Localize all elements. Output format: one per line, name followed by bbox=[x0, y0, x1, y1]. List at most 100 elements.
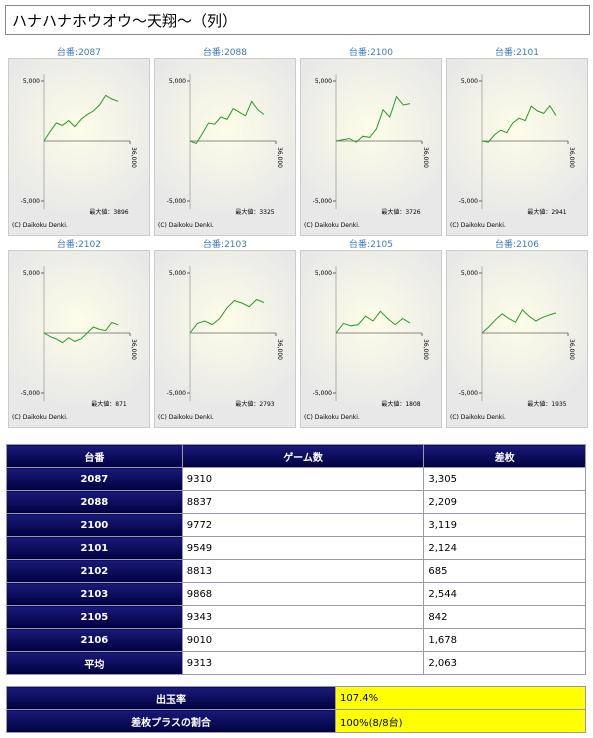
cell: 9549 bbox=[181, 536, 425, 560]
cell: 2,544 bbox=[423, 582, 586, 606]
chart-label: 台番:2100 bbox=[349, 48, 393, 58]
chart-panel: 5,000 -5,000 36,000 最大値：1808 (C) Daikoku Den… bbox=[300, 250, 442, 428]
chart-label: 台番:2102 bbox=[57, 240, 101, 250]
column-header: 差枚 bbox=[423, 444, 586, 468]
cell: 2105 bbox=[6, 605, 183, 629]
x-tick-label: 36,000 bbox=[130, 339, 137, 360]
table-row: 平均 9313 2,063 bbox=[6, 651, 586, 675]
column-header: ゲーム数 bbox=[181, 444, 425, 468]
copyright: (C) Daikoku Denki. bbox=[158, 414, 214, 421]
cell: 9772 bbox=[181, 513, 425, 537]
x-tick-label: 36,000 bbox=[276, 147, 283, 168]
copyright: (C) Daikoku Denki. bbox=[158, 222, 214, 229]
cell: 842 bbox=[423, 605, 586, 629]
chart-panel: 5,000 -5,000 36,000 最大値：2793 (C) Daikoku Den… bbox=[154, 250, 296, 428]
y-tick-label: 5,000 bbox=[169, 270, 186, 277]
cell: 2088 bbox=[6, 490, 183, 514]
y-tick-label: 5,000 bbox=[315, 270, 332, 277]
max-label: 最大値：3726 bbox=[381, 208, 420, 216]
data-line bbox=[481, 308, 557, 334]
cell: 2087 bbox=[6, 467, 183, 491]
y-tick-label: 5,000 bbox=[23, 270, 40, 277]
y-tick-label: -5,000 bbox=[313, 198, 333, 205]
data-line bbox=[335, 310, 411, 334]
max-label: 最大値：3325 bbox=[235, 208, 274, 216]
data-line bbox=[335, 95, 411, 143]
y-tick-label: 5,000 bbox=[169, 78, 186, 85]
max-label: 最大値：1808 bbox=[381, 400, 420, 408]
cell: 2106 bbox=[6, 628, 183, 652]
y-tick-label: -5,000 bbox=[459, 390, 479, 397]
y-tick-label: 5,000 bbox=[461, 78, 478, 85]
chart-panel: 5,000 -5,000 36,000 最大値：3896 (C) Daikoku Den… bbox=[8, 58, 150, 236]
table-row: 2100 9772 3,119 bbox=[6, 513, 586, 537]
chart-label: 台番:2103 bbox=[203, 240, 247, 250]
cell: 2103 bbox=[6, 582, 183, 606]
y-tick-label: -5,000 bbox=[21, 198, 41, 205]
summary-table: 出玉率 107.4% 差枚プラスの割合 100%(8/8台) bbox=[6, 686, 586, 733]
y-tick-label: 5,000 bbox=[461, 270, 478, 277]
table-row: 2102 8813 685 bbox=[6, 559, 586, 583]
cell: 平均 bbox=[6, 651, 183, 675]
cell: 685 bbox=[423, 559, 586, 583]
chart-label: 台番:2105 bbox=[349, 240, 393, 250]
x-tick-label: 36,000 bbox=[130, 147, 137, 168]
x-tick-label: 36,000 bbox=[422, 339, 429, 360]
x-tick-label: 36,000 bbox=[422, 147, 429, 168]
table-row: 2105 9343 842 bbox=[6, 605, 586, 629]
x-tick-label: 36,000 bbox=[568, 339, 575, 360]
x-tick-label: 36,000 bbox=[568, 147, 575, 168]
max-label: 最大値：1935 bbox=[527, 400, 566, 408]
chart-panel: 5,000 -5,000 36,000 最大値：871 (C) Daikoku Denk… bbox=[8, 250, 150, 428]
max-label: 最大値：871 bbox=[91, 400, 127, 408]
cell: 9343 bbox=[181, 605, 425, 629]
cell: 2,209 bbox=[423, 490, 586, 514]
chart-panel: 5,000 -5,000 36,000 最大値：1935 (C) Daikoku Den… bbox=[446, 250, 588, 428]
cell: 8813 bbox=[181, 559, 425, 583]
chart-panel: 5,000 -5,000 36,000 最大値：2941 (C) Daikoku Den… bbox=[446, 58, 588, 236]
chart-label: 台番:2101 bbox=[495, 48, 539, 58]
table-row: 2103 9868 2,544 bbox=[6, 582, 586, 606]
summary-row: 出玉率 107.4% bbox=[6, 686, 586, 710]
data-table: 台番 ゲーム数 差枚 2087 9310 3,305 2088 8837 2,209 2100 97… bbox=[6, 444, 586, 675]
copyright: (C) Daikoku Denki. bbox=[12, 222, 68, 229]
cell: 8837 bbox=[181, 490, 425, 514]
cell: 2102 bbox=[6, 559, 183, 583]
copyright: (C) Daikoku Denki. bbox=[450, 222, 506, 229]
cell: 2101 bbox=[6, 536, 183, 560]
y-tick-label: -5,000 bbox=[167, 390, 187, 397]
cell: 9868 bbox=[181, 582, 425, 606]
max-label: 最大値：2941 bbox=[527, 208, 566, 216]
data-line bbox=[189, 298, 265, 334]
cell: 9313 bbox=[181, 651, 425, 675]
column-header: 台番 bbox=[6, 444, 183, 468]
table-row: 2106 9010 1,678 bbox=[6, 628, 586, 652]
cell: 3,119 bbox=[423, 513, 586, 537]
data-line bbox=[43, 94, 119, 142]
chart-label: 台番:2087 bbox=[57, 48, 101, 58]
cell: 107.4% bbox=[335, 686, 586, 710]
chart-label: 台番:2106 bbox=[495, 240, 539, 250]
cell: 9310 bbox=[181, 467, 425, 491]
y-tick-label: -5,000 bbox=[459, 198, 479, 205]
y-tick-label: 5,000 bbox=[23, 78, 40, 85]
x-tick-label: 36,000 bbox=[276, 339, 283, 360]
cell: 出玉率 bbox=[6, 686, 336, 710]
chart-panel: 5,000 -5,000 36,000 最大値：3325 (C) Daikoku Den… bbox=[154, 58, 296, 236]
cell: 9010 bbox=[181, 628, 425, 652]
cell: 2,063 bbox=[423, 651, 586, 675]
data-line bbox=[189, 100, 265, 145]
y-tick-label: -5,000 bbox=[21, 390, 41, 397]
table-row: 2101 9549 2,124 bbox=[6, 536, 586, 560]
summary-row: 差枚プラスの割合 100%(8/8台) bbox=[6, 709, 586, 733]
page-title: ハナハナホウオウ〜天翔〜（列） bbox=[5, 5, 590, 35]
copyright: (C) Daikoku Denki. bbox=[304, 414, 360, 421]
header-row: 台番 ゲーム数 差枚 bbox=[6, 444, 586, 468]
cell: 3,305 bbox=[423, 467, 586, 491]
cell: 2100 bbox=[6, 513, 183, 537]
cell: 2,124 bbox=[423, 536, 586, 560]
cell: 差枚プラスの割合 bbox=[6, 709, 336, 733]
chart-label: 台番:2088 bbox=[203, 48, 247, 58]
table-row: 2088 8837 2,209 bbox=[6, 490, 586, 514]
